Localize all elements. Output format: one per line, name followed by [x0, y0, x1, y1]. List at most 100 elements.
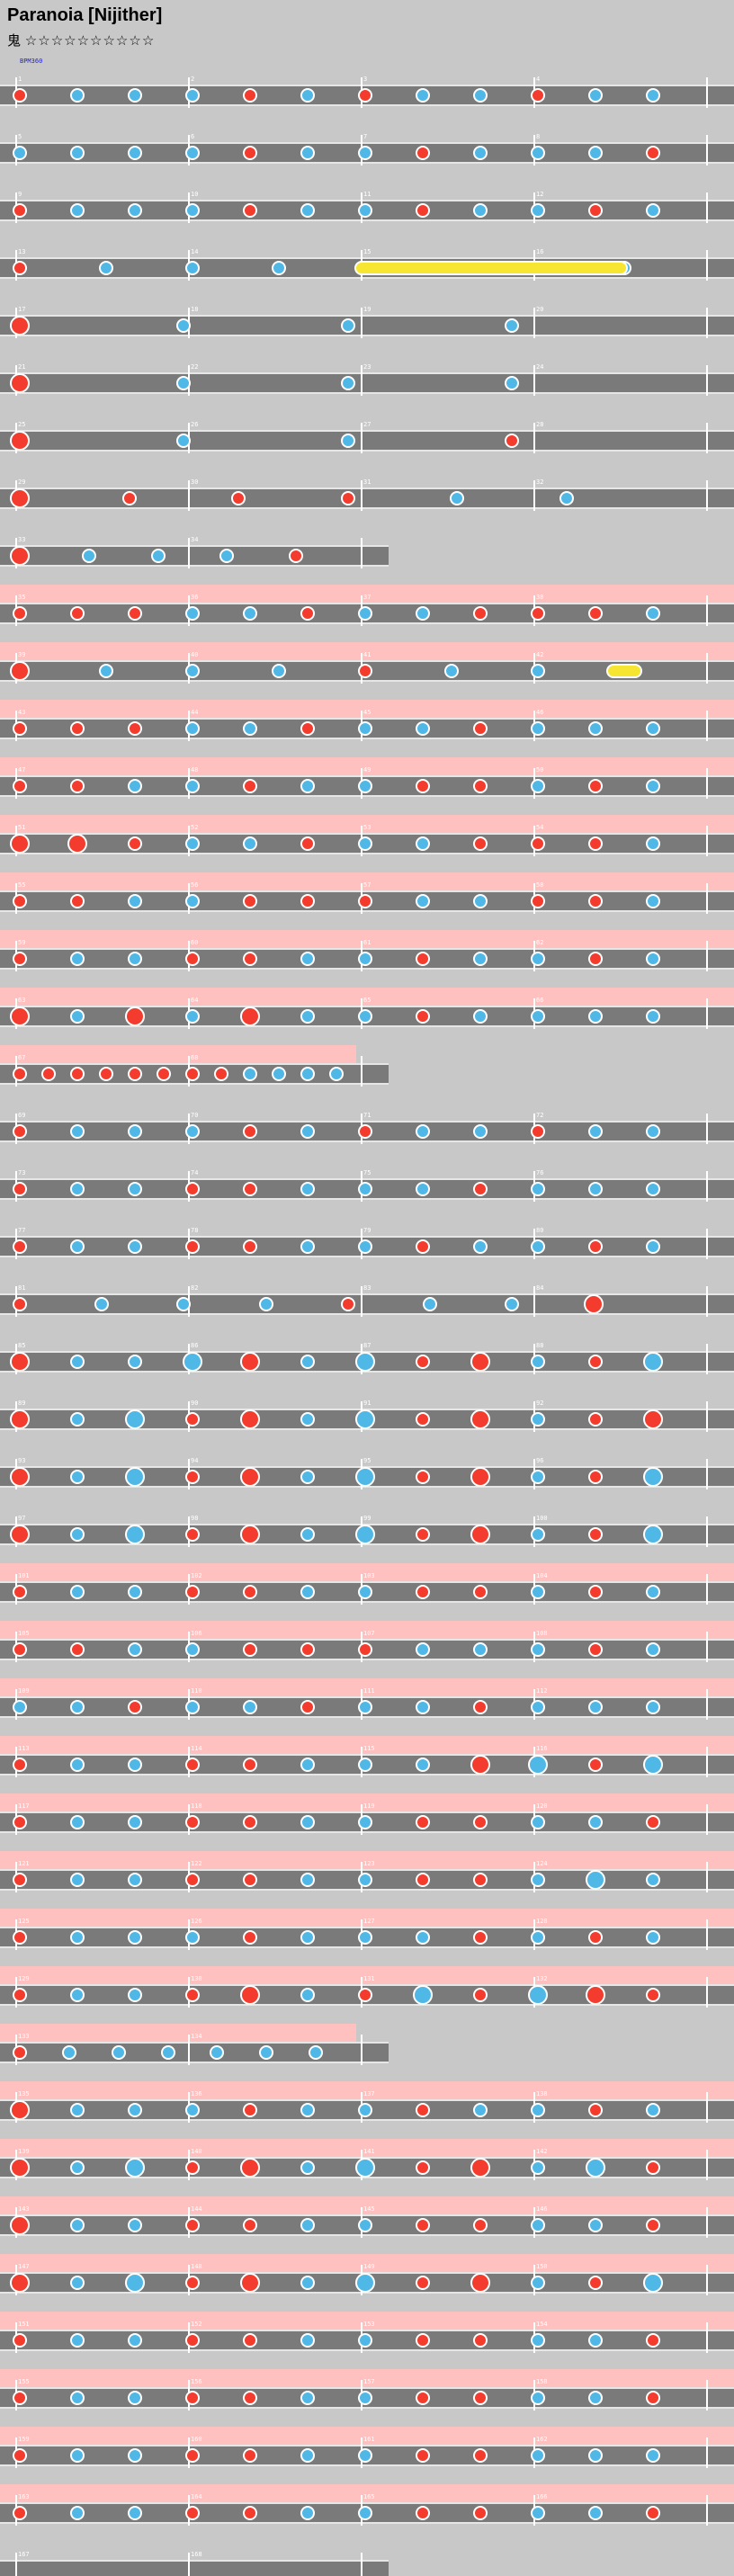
don-note — [473, 2448, 488, 2463]
bar-line — [706, 250, 708, 281]
don-note — [185, 1239, 200, 1254]
measure-number: 97 — [18, 1515, 26, 1522]
measure-number: 20 — [536, 306, 544, 313]
measure-number: 163 — [18, 2493, 30, 2500]
bar-line — [361, 308, 363, 338]
ka-note — [358, 203, 372, 218]
measure-number: 39 — [18, 651, 26, 658]
chart-row: 143 144 145 146 — [0, 2196, 734, 2254]
ka-note — [358, 952, 372, 966]
ka-note — [646, 894, 660, 908]
bar-line — [706, 1747, 708, 1777]
chart-row: 1 2 3 4 — [0, 67, 734, 124]
ka-note — [531, 952, 545, 966]
gogo-section — [0, 757, 734, 775]
ka-note — [128, 894, 142, 908]
measure-number: 40 — [191, 651, 199, 658]
measure-number: 103 — [363, 1572, 375, 1579]
measure-number: 116 — [536, 1745, 548, 1752]
ka-note — [300, 1124, 315, 1139]
ka-note — [128, 2506, 142, 2520]
don-note — [416, 1815, 430, 1829]
ka-note — [70, 2103, 85, 2117]
ka-note — [128, 952, 142, 966]
don-note — [185, 2218, 200, 2232]
measure-number: 57 — [363, 881, 371, 889]
ka-note — [473, 2103, 488, 2117]
measure-number: 95 — [363, 1457, 371, 1464]
measure-number: 150 — [536, 2263, 548, 2270]
measure-number: 73 — [18, 1169, 26, 1176]
don-note — [121, 491, 137, 505]
ka-note — [528, 1985, 548, 2005]
ka-note — [531, 1527, 545, 1542]
ka-note — [473, 88, 488, 103]
don-note — [588, 1758, 603, 1772]
measure-number: 72 — [536, 1112, 544, 1119]
ka-note — [128, 2448, 142, 2463]
ka-note — [300, 1009, 315, 1024]
ka-note — [176, 318, 192, 333]
don-note — [128, 606, 142, 621]
measure-number: 45 — [363, 709, 371, 716]
gogo-section — [0, 700, 734, 718]
chart-row: 5 6 7 8 — [0, 124, 734, 182]
don-note — [470, 1352, 490, 1372]
chart-row: 81 82 83 84 — [0, 1275, 734, 1333]
ka-note — [643, 1525, 663, 1544]
don-note — [588, 203, 603, 218]
measure-number: 146 — [536, 2205, 548, 2213]
ka-note — [300, 2448, 315, 2463]
don-note — [646, 2391, 660, 2405]
don-note — [70, 1067, 85, 1081]
chart-row: 25 26 27 28 — [0, 412, 734, 470]
ka-note — [300, 1988, 315, 2002]
don-note — [473, 1182, 488, 1196]
ka-note — [185, 1930, 200, 1945]
bar-line — [706, 1862, 708, 1892]
ka-note — [70, 1700, 85, 1714]
ka-note — [588, 1700, 603, 1714]
don-note — [588, 1930, 603, 1945]
measure-number: 37 — [363, 594, 371, 601]
measure-number: 91 — [363, 1400, 371, 1407]
bar-line — [706, 192, 708, 223]
ka-note — [531, 2218, 545, 2232]
ka-note — [300, 2391, 315, 2405]
don-note — [588, 1239, 603, 1254]
don-note — [473, 721, 488, 736]
bar-line — [706, 1689, 708, 1720]
ka-note — [70, 1758, 85, 1772]
don-note — [289, 549, 304, 563]
don-note — [300, 894, 315, 908]
don-note — [185, 1412, 200, 1427]
don-note — [646, 2160, 660, 2175]
ka-note — [528, 1755, 548, 1775]
don-note — [243, 952, 257, 966]
measure-number: 94 — [191, 1457, 199, 1464]
chart-row: 117 118 119 120 — [0, 1793, 734, 1851]
measure-number: 23 — [363, 363, 371, 371]
don-note — [416, 1470, 430, 1484]
chart-row: 93 94 95 96 — [0, 1448, 734, 1506]
don-note — [243, 88, 257, 103]
difficulty: 鬼 ☆☆☆☆☆☆☆☆☆☆ — [7, 31, 155, 49]
bar-line — [706, 883, 708, 914]
don-note — [358, 664, 372, 678]
measure-number: 88 — [536, 1342, 544, 1349]
don-note — [185, 2506, 200, 2520]
ka-note — [128, 2218, 142, 2232]
measure-number: 145 — [363, 2205, 375, 2213]
don-note — [10, 1006, 30, 1026]
chart-row: 85 86 87 88 — [0, 1333, 734, 1391]
measure-number: 124 — [536, 1860, 548, 1867]
don-note — [505, 434, 520, 448]
ka-note — [416, 721, 430, 736]
don-note — [243, 2218, 257, 2232]
bar-line — [706, 1919, 708, 1950]
ka-note — [531, 1412, 545, 1427]
measure-number: 159 — [18, 2436, 30, 2443]
chart-row: 69 70 71 72 — [0, 1103, 734, 1160]
ka-note — [531, 2333, 545, 2348]
don-note — [240, 2273, 260, 2293]
